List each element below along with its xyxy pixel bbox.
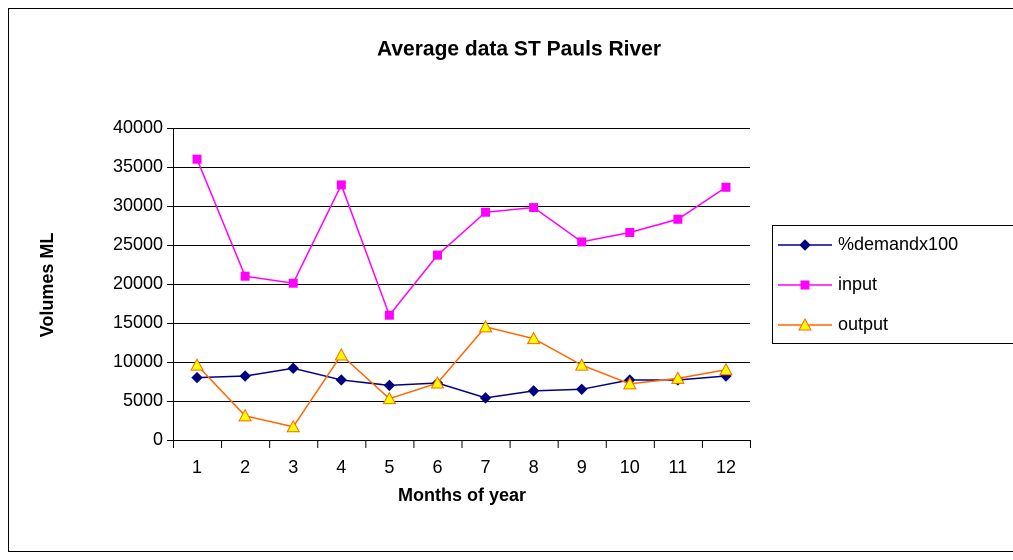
marker [288,278,298,288]
marker [334,347,349,361]
marker [383,379,396,392]
marker [798,317,812,331]
x-tick-label: 4 [336,457,346,477]
y-tick-label: 5000 [123,390,163,410]
y-tick-label: 25000 [113,234,163,254]
marker [479,392,492,404]
marker [800,280,810,290]
marker [625,228,635,238]
x-tick-label: 2 [240,457,250,477]
marker [478,319,493,333]
legend-label: %demandx100 [838,234,958,254]
marker [577,237,587,247]
marker [240,271,250,281]
y-tick-label: 15000 [113,312,163,332]
legend-label: input [838,274,877,294]
marker [574,358,589,371]
marker [527,385,540,397]
marker [671,371,685,384]
marker [481,207,491,217]
y-tick-label: 20000 [113,273,163,293]
marker [191,371,203,384]
marker [238,408,252,422]
chart-title: Average data ST Pauls River [377,38,661,61]
marker [576,383,588,396]
marker [190,358,204,371]
series-line [196,326,727,428]
x-tick-label: 7 [481,457,491,477]
x-tick-label: 1 [192,457,202,477]
marker [382,391,397,405]
legend-label: output [838,314,888,334]
x-tick-label: 3 [288,457,298,477]
marker [336,180,346,190]
marker [192,154,202,164]
marker [673,214,683,224]
marker [287,362,299,374]
x-tick-label: 10 [620,457,640,477]
marker [239,370,251,382]
marker [384,310,394,320]
marker [430,376,445,389]
x-tick-label: 5 [384,457,394,477]
y-tick-label: 40000 [113,117,163,137]
marker [526,331,541,345]
marker [721,182,731,192]
series-line [197,367,727,399]
y-tick-label: 30000 [113,195,163,215]
series-line [196,158,727,317]
marker [286,419,301,433]
x-axis-label: Months of year [398,485,526,505]
marker [335,374,347,386]
x-tick-label: 9 [577,457,587,477]
y-axis-label: Volumes ML [37,233,57,338]
x-tick-label: 8 [529,457,539,477]
y-tick-label: 35000 [113,156,163,176]
marker [529,203,539,213]
marker [719,362,733,376]
marker [432,250,442,260]
marker [799,239,811,251]
x-tick-label: 11 [669,457,688,477]
y-tick-label: 0 [153,429,163,449]
marker [622,376,637,390]
x-tick-label: 12 [716,457,736,477]
y-tick-label: 10000 [113,351,163,371]
x-tick-label: 6 [432,457,442,477]
